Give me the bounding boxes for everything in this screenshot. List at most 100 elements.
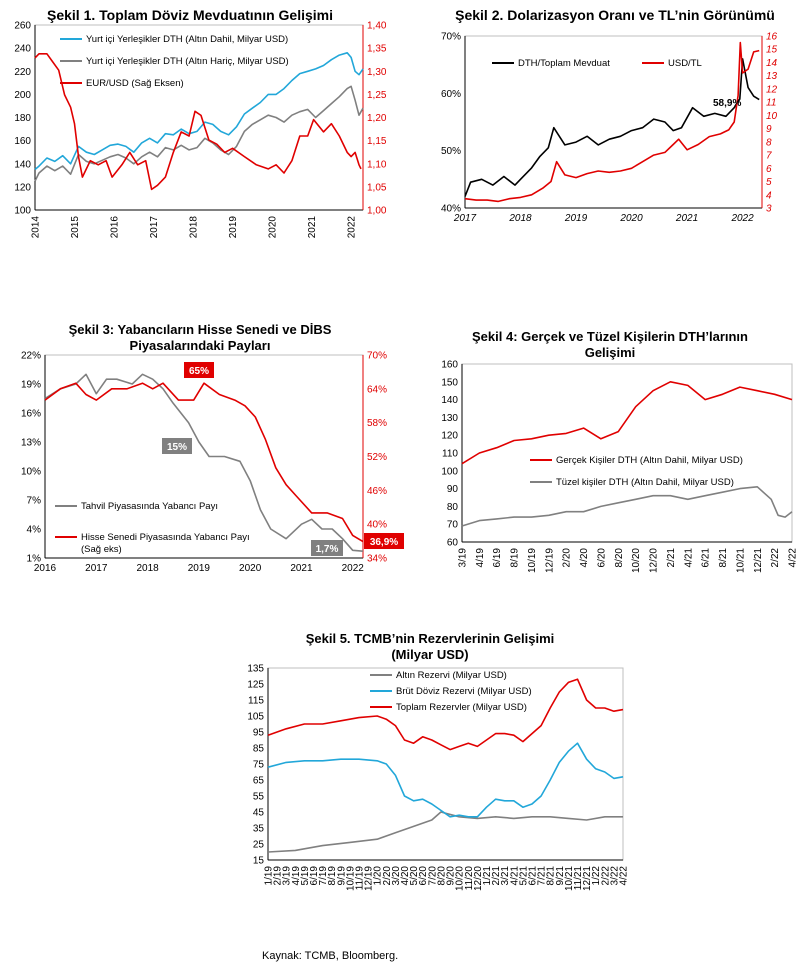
c3-xtick-6: 2022 [342, 563, 365, 574]
c1-xtick-0: 2014 [31, 216, 42, 239]
c1-series-0-line [34, 51, 364, 171]
c4-ytick-left-7: 130 [441, 413, 458, 424]
c3-annotation-65: 65% [189, 366, 209, 377]
c4-xtick-9: 8/20 [614, 548, 625, 568]
c1-xtick-5: 2019 [228, 216, 239, 239]
chart-2: Şekil 2. Dolarizasyon Oranı ve TL’nin Gö… [410, 0, 803, 250]
c1-xtick-2: 2016 [110, 216, 121, 239]
c4-xtick-6: 2/20 [562, 548, 573, 568]
c5-ytick-left-7: 85 [253, 744, 265, 755]
c2-legend-label-1: USD/TL [668, 58, 702, 69]
c5-xtick-28: 5/21 [518, 866, 529, 886]
c5-series-2-line [267, 678, 624, 751]
c5-ytick-left-1: 25 [253, 840, 265, 851]
c1-ytick-right-2: 1,10 [367, 159, 387, 170]
c4-ytick-left-9: 150 [441, 377, 458, 388]
c5-ytick-left-5: 65 [253, 776, 265, 787]
c3-legend-label-1: Hisse Senedi Piyasasında Yabancı Payı [81, 532, 250, 543]
c1-ytick-left-0: 100 [14, 206, 31, 217]
c4-xtick-14: 6/21 [701, 548, 712, 568]
c3-annotation-15: 15% [167, 442, 187, 453]
c5-xtick-4: 5/19 [300, 866, 311, 886]
c5-ytick-left-4: 55 [253, 792, 265, 803]
c4-xtick-11: 12/20 [649, 548, 660, 573]
c5-series-0-line [267, 811, 623, 853]
c2-ytick-right-13: 16 [766, 32, 778, 43]
c2-ytick-right-5: 8 [766, 137, 772, 148]
c2-ytick-right-4: 7 [766, 151, 772, 162]
c5-ytick-left-2: 35 [253, 824, 265, 835]
c5-ytick-left-11: 125 [247, 680, 264, 691]
c5-xtick-25: 2/21 [491, 866, 502, 886]
c4-ytick-left-10: 160 [441, 360, 458, 371]
c4-ytick-left-5: 110 [442, 449, 458, 460]
c5-xtick-21: 10/20 [455, 866, 466, 891]
c3-series-1-line [44, 382, 364, 543]
c3-ytick-right-6: 70% [367, 351, 387, 362]
c5-xtick-38: 3/22 [609, 866, 620, 886]
c1-ytick-left-6: 220 [14, 67, 31, 78]
c5-xtick-6: 7/19 [318, 866, 329, 886]
c5-xtick-14: 3/20 [391, 866, 402, 886]
c3-annotation-36-9-box [364, 533, 404, 549]
c3-ytick-left-4: 13% [21, 438, 41, 449]
chart-2-svg: Şekil 2. Dolarizasyon Oranı ve TL’nin Gö… [441, 7, 778, 224]
c1-ytick-right-3: 1,15 [367, 136, 387, 147]
c4-xtick-4: 10/19 [527, 548, 538, 573]
c1-xtick-4: 2018 [189, 216, 200, 239]
c1-title-line-0: Şekil 1. Toplam Döviz Mevduatının Gelişi… [47, 7, 333, 23]
c3-xtick-3: 2019 [188, 563, 211, 574]
c4-xtick-13: 4/21 [683, 548, 694, 568]
c3-ytick-left-3: 10% [21, 467, 41, 478]
c5-legend-label-2: Toplam Rezervler (Milyar USD) [396, 702, 527, 713]
c5-xtick-7: 8/19 [327, 866, 338, 886]
c2-xtick-5: 2022 [730, 213, 754, 224]
c5-xtick-24: 1/21 [482, 866, 493, 886]
c5-xtick-11: 12/19 [364, 866, 375, 891]
c5-xtick-20: 9/20 [446, 866, 457, 886]
c5-xtick-37: 2/22 [600, 866, 611, 886]
c1-ytick-right-4: 1,20 [367, 113, 387, 124]
c2-ytick-right-6: 9 [766, 124, 772, 135]
chart-5: Şekil 5. TCMB’nin Rezervlerinin Gelişimi… [230, 628, 640, 891]
c5-title-line-1: (Milyar USD) [391, 647, 468, 662]
c4-xtick-10: 10/20 [631, 548, 642, 573]
c3-legend-label-0: Tahvil Piyasasında Yabancı Payı [81, 501, 218, 512]
c1-ytick-right-7: 1,35 [367, 44, 387, 55]
c5-xtick-27: 4/21 [509, 866, 520, 886]
c1-ytick-left-4: 180 [14, 113, 31, 124]
c5-xtick-2: 3/19 [282, 866, 293, 886]
source-note: Kaynak: TCMB, Bloomberg. [262, 950, 399, 962]
c5-xtick-32: 9/21 [555, 866, 566, 886]
c5-xtick-5: 6/19 [309, 866, 320, 886]
c1-xtick-3: 2017 [149, 216, 160, 239]
c3-ytick-left-6: 19% [21, 380, 41, 391]
c2-xtick-0: 2017 [453, 213, 477, 224]
c5-title-line-0: Şekil 5. TCMB’nin Rezervlerinin Gelişimi [306, 631, 555, 646]
c3-legend-label-2: (Sağ eks) [81, 544, 122, 555]
c4-title-line-0: Şekil 4: Gerçek ve Tüzel Kişilerin DTH’l… [472, 329, 748, 344]
c5-xtick-3: 4/19 [291, 866, 302, 886]
c2-title-line-0: Şekil 2. Dolarizasyon Oranı ve TL’nin Gö… [455, 7, 775, 23]
c5-ytick-left-8: 95 [253, 728, 265, 739]
c2-ytick-right-2: 5 [766, 177, 772, 188]
c3-xtick-1: 2017 [85, 563, 108, 574]
c2-ytick-right-1: 4 [766, 190, 772, 201]
chart-5-svg: Şekil 5. TCMB’nin Rezervlerinin Gelişimi… [247, 631, 629, 891]
c2-ytick-right-8: 11 [766, 98, 776, 109]
c4-legend-label-0: Gerçek Kişiler DTH (Altın Dahil, Milyar … [556, 455, 743, 466]
c5-legend-label-0: Altın Rezervi (Milyar USD) [396, 670, 507, 681]
c2-ytick-right-10: 13 [766, 71, 778, 82]
c1-ytick-left-3: 160 [14, 136, 31, 147]
c2-ytick-right-7: 10 [766, 111, 778, 122]
c5-xtick-17: 6/20 [418, 866, 429, 886]
c5-xtick-18: 7/20 [427, 866, 438, 886]
c2-ytick-left-2: 60% [441, 89, 461, 100]
c1-xtick-7: 2021 [307, 216, 318, 239]
c4-xtick-5: 12/19 [544, 548, 555, 573]
c5-xtick-23: 12/20 [473, 866, 484, 891]
c4-xtick-7: 4/20 [579, 548, 590, 568]
c1-ytick-left-1: 120 [14, 182, 31, 193]
c2-plot-frame [464, 35, 763, 209]
c1-plot-frame [34, 24, 364, 211]
